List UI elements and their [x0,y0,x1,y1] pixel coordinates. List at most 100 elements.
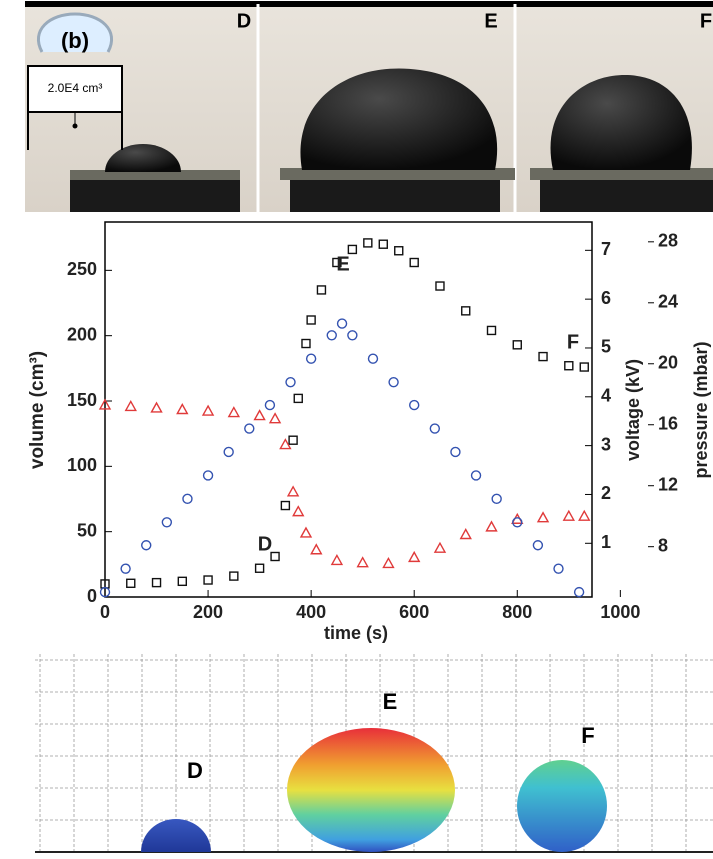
marker-circle [470,470,482,481]
y-tick-label: 250 [67,259,97,279]
sim-label: D [187,758,203,783]
x-axis-label: time (s) [324,623,388,643]
y-tick-label: 150 [67,390,97,410]
photo-strip: (b) 2.0E4 cm³ D E F [25,1,713,212]
marker-circle [491,493,502,505]
marker-square [301,338,311,349]
y3-tick-label: 12 [658,474,678,494]
marker-circle [388,376,399,388]
marker-triangle [124,400,137,412]
y2-tick-label: 4 [601,386,611,406]
marker-circle [532,540,544,551]
marker-square [512,340,522,350]
marker-circle [305,353,317,364]
marker-triangle [562,509,575,521]
simulation: D E F [35,654,713,854]
panel-label: (b) [61,28,89,53]
y-tick-label: 50 [77,520,97,540]
marker-square [280,500,291,511]
marker-square [151,577,162,588]
marker-circle [120,563,131,574]
marker-triangle [299,526,313,538]
y3-tick-label: 8 [658,535,668,555]
marker-circle [326,330,337,341]
y2-axis-label: voltage (kV) [623,359,643,461]
marker-triangle [286,485,300,497]
marker-square [306,315,316,325]
plot-frame [104,221,593,598]
marker-square [288,435,298,445]
marker-square [203,575,213,585]
marker-square [293,393,303,404]
y2-tick-label: 7 [601,239,611,259]
marker-triangle [356,556,369,568]
marker-circle [202,470,214,481]
marker-square [229,571,239,581]
marker-circle [244,423,255,434]
marker-circle [141,540,152,551]
photo-f [530,75,713,212]
y3-tick-label: 24 [658,292,678,312]
y3-tick-label: 20 [658,353,678,373]
marker-circle [336,318,348,329]
marker-circle [429,423,441,434]
marker-square [177,576,188,587]
y2-tick-label: 3 [601,434,611,454]
photo-label: D [237,10,251,32]
photo-label: E [484,10,497,32]
sim-label: E [383,689,398,714]
marker-circle [553,563,564,574]
marker-triangle [227,406,241,418]
x-tick-label: 0 [100,602,110,622]
marker-triangle [382,557,395,569]
marker-circle [409,399,420,411]
marker-triangle [485,520,498,532]
marker-triangle [253,409,266,421]
y-tick-label: 0 [87,586,97,606]
marker-circle [182,493,193,505]
x-tick-label: 800 [502,602,532,622]
sim-droplet-d [141,819,211,852]
marker-triangle [536,511,550,523]
marker-square [316,285,327,295]
marker-circle [161,517,173,528]
marker-triangle [310,543,323,555]
marker-triangle [98,398,112,410]
annotation: D [258,533,272,555]
photo-d [70,144,240,212]
x-tick-label: 1000 [600,602,640,622]
marker-circle [512,517,523,528]
marker-square [126,578,136,588]
y3-tick-label: 28 [658,231,678,251]
marker-square [378,239,388,249]
y2-tick-label: 1 [601,532,611,552]
marker-triangle [268,412,282,424]
marker-square [435,281,445,291]
sim-label: F [581,723,594,748]
chart: time (s) volume (cm³) voltage (kV) press… [27,221,711,643]
marker-square [394,246,404,256]
marker-square [564,361,574,371]
marker-square [538,351,548,362]
marker-circle [450,446,461,458]
y2-tick-label: 2 [601,483,611,503]
marker-triangle [433,541,447,553]
marker-circle [573,586,585,598]
annotation: F [567,331,579,353]
marker-triangle [330,553,344,566]
marker-circle [264,399,276,411]
inset-diagram [27,12,123,150]
sim-droplet-f [517,760,607,852]
marker-triangle [176,403,189,415]
y2-tick-label: 5 [601,337,611,357]
marker-square [332,257,342,268]
marker-square [363,238,373,248]
marker-triangle [408,550,421,563]
x-tick-label: 600 [399,602,429,622]
marker-circle [99,586,111,598]
photo-label: F [700,10,712,32]
x-tick-label: 400 [296,602,326,622]
marker-square [347,244,358,255]
y-tick-label: 100 [67,455,97,475]
